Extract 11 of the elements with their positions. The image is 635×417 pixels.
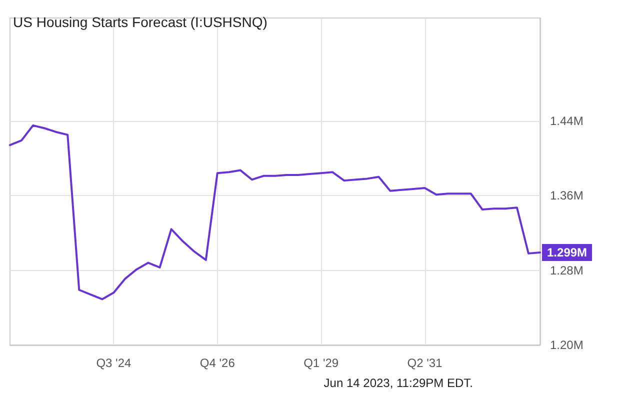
chart-title: US Housing Starts Forecast (I:USHSNQ) [13, 14, 268, 30]
y-tick-label: 1.20M [550, 338, 584, 352]
y-tick-label: 1.44M [550, 114, 584, 128]
x-tick-label: Q3 '24 [96, 356, 132, 370]
data-label: 1.299M [547, 246, 588, 260]
y-tick-label: 1.36M [550, 188, 584, 203]
x-tick-label: Q4 '26 [200, 356, 236, 370]
text: Jun 14 2023, 11:29PM EDT. [324, 376, 473, 390]
x-tick-label: Q2 '31 [407, 356, 443, 370]
y-tick-label: 1.28M [550, 263, 584, 278]
x-tick-label: Q1 '29 [304, 356, 339, 370]
